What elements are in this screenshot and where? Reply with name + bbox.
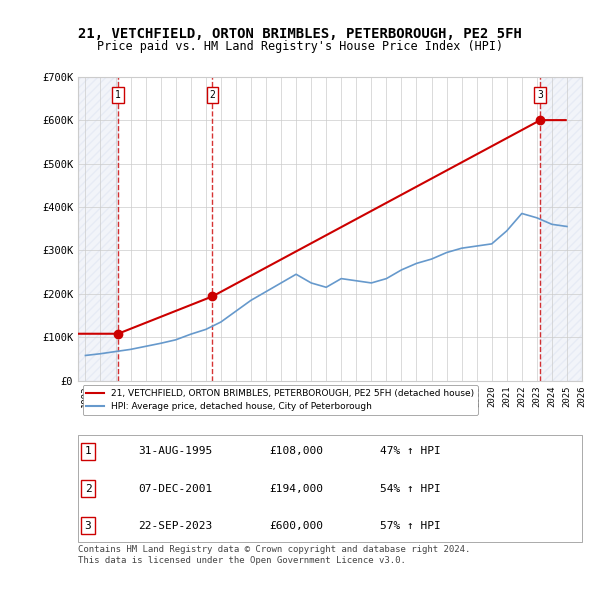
Bar [78,77,118,381]
Text: 2: 2 [85,484,91,494]
Text: Contains HM Land Registry data © Crown copyright and database right 2024.
This d: Contains HM Land Registry data © Crown c… [78,545,470,565]
Text: 3: 3 [538,90,543,100]
Text: 22-SEP-2023: 22-SEP-2023 [139,521,213,531]
Text: 31-AUG-1995: 31-AUG-1995 [139,446,213,456]
Text: 1: 1 [85,446,91,456]
Text: 3: 3 [85,521,91,531]
Text: 57% ↑ HPI: 57% ↑ HPI [380,521,441,531]
Text: 54% ↑ HPI: 54% ↑ HPI [380,484,441,494]
Text: £194,000: £194,000 [269,484,323,494]
Legend: 21, VETCHFIELD, ORTON BRIMBLES, PETERBOROUGH, PE2 5FH (detached house), HPI: Ave: 21, VETCHFIELD, ORTON BRIMBLES, PETERBOR… [83,385,478,415]
Text: 1: 1 [115,90,121,100]
Text: Price paid vs. HM Land Registry's House Price Index (HPI): Price paid vs. HM Land Registry's House … [97,40,503,53]
Text: 2: 2 [209,90,215,100]
Bar [540,77,581,381]
Text: 07-DEC-2001: 07-DEC-2001 [139,484,213,494]
Text: £108,000: £108,000 [269,446,323,456]
Text: 21, VETCHFIELD, ORTON BRIMBLES, PETERBOROUGH, PE2 5FH: 21, VETCHFIELD, ORTON BRIMBLES, PETERBOR… [78,27,522,41]
Text: £600,000: £600,000 [269,521,323,531]
Text: 47% ↑ HPI: 47% ↑ HPI [380,446,441,456]
